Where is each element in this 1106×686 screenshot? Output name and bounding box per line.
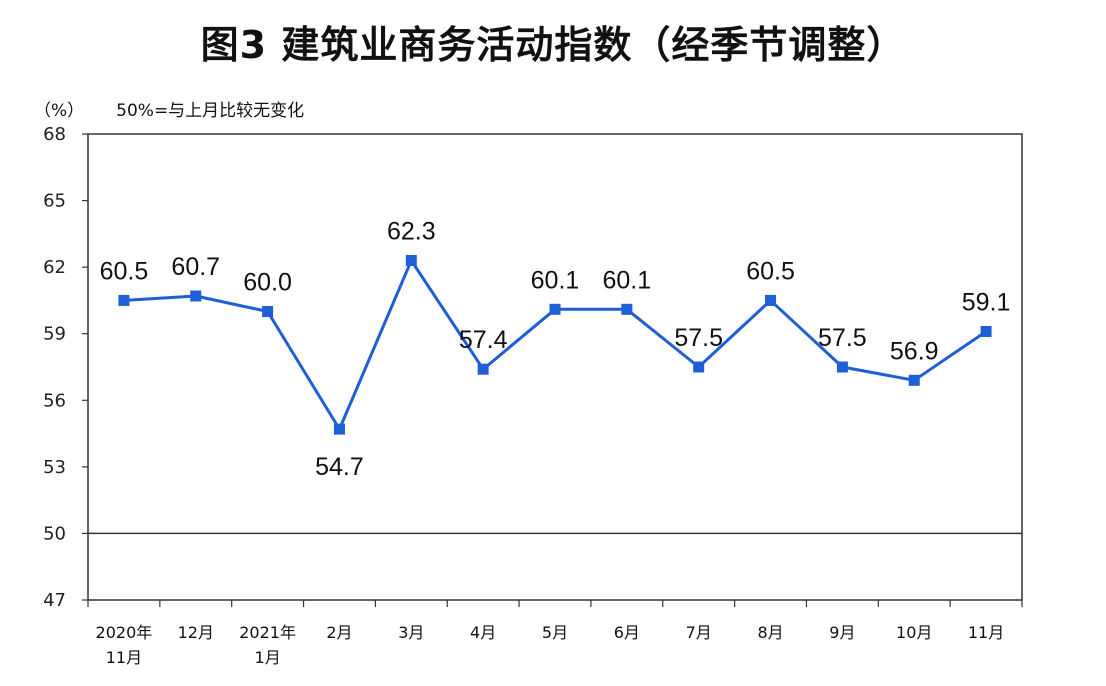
data-point-marker (980, 325, 992, 337)
data-point-marker (118, 294, 130, 306)
data-label: 57.4 (459, 326, 508, 354)
x-tick-label: 12月 (178, 623, 214, 642)
x-tick-label: 9月 (829, 623, 855, 642)
data-point-marker (549, 303, 561, 315)
x-tick-label: 10月 (896, 623, 932, 642)
chart-title: 图3 建筑业商务活动指数（经季节调整） (200, 23, 906, 67)
y-axis: 47 50 53 56 59 62 65 68 (43, 124, 88, 611)
data-point-marker (333, 423, 345, 435)
x-tick-label: 2020年 (96, 623, 153, 642)
data-label: 57.5 (818, 324, 867, 352)
data-label: 57.5 (674, 324, 723, 352)
chart-note: （%） 50%=与上月比较无变化 (34, 96, 304, 121)
data-point-marker (908, 374, 920, 386)
baseline-note: 50%=与上月比较无变化 (116, 101, 305, 121)
y-tick-label: 47 (43, 590, 66, 611)
series-markers (118, 254, 992, 435)
x-tick-label: 11月 (968, 623, 1004, 642)
data-label: 60.0 (243, 269, 292, 297)
y-tick-label: 68 (43, 124, 66, 145)
data-label: 54.7 (315, 453, 364, 481)
data-point-marker (693, 361, 705, 373)
data-point-marker (405, 254, 417, 266)
data-labels: 60.5 60.7 60.0 54.7 62.3 57.4 60.1 60.1 57.5 60.5… (100, 217, 1011, 481)
data-point-marker (262, 306, 274, 318)
x-tick-label: 11月 (106, 648, 142, 667)
x-tick-label: 5月 (542, 623, 568, 642)
y-tick-label: 62 (43, 257, 66, 278)
x-tick-label: 4月 (470, 623, 496, 642)
x-tick-label: 3月 (398, 623, 424, 642)
data-point-marker (621, 303, 633, 315)
y-tick-label: 59 (43, 324, 66, 345)
data-label: 60.5 (100, 257, 149, 285)
data-label: 60.5 (746, 257, 795, 285)
plot-frame (87, 133, 1023, 601)
y-tick-label: 65 (43, 191, 66, 212)
x-tick-label: 7月 (686, 623, 712, 642)
y-tick-label: 56 (43, 390, 66, 411)
y-tick-label: 53 (43, 457, 66, 478)
x-tick-label: 8月 (757, 623, 783, 642)
x-tick-label: 2021年 (239, 623, 296, 642)
data-label: 62.3 (387, 217, 436, 245)
x-tick-label: 2月 (326, 623, 352, 642)
x-axis: 2020年 11月 12月 2021年 1月 2月 3月 4月 5月 6月 7月 8月 9月 10月 11月 (87, 600, 1023, 667)
y-tick-label: 50 (43, 523, 66, 544)
x-tick-label: 6月 (614, 623, 640, 642)
data-label: 60.1 (531, 266, 580, 294)
data-label: 56.9 (890, 337, 939, 365)
x-tick-label: 1月 (255, 648, 281, 667)
data-point-marker (836, 361, 848, 373)
data-point-marker (477, 363, 489, 375)
data-point-marker (190, 290, 202, 302)
data-label: 60.7 (171, 253, 220, 281)
data-label: 59.1 (962, 288, 1011, 316)
y-unit-label: （%） (34, 101, 85, 121)
data-label: 60.1 (603, 266, 652, 294)
data-point-marker (765, 294, 777, 306)
